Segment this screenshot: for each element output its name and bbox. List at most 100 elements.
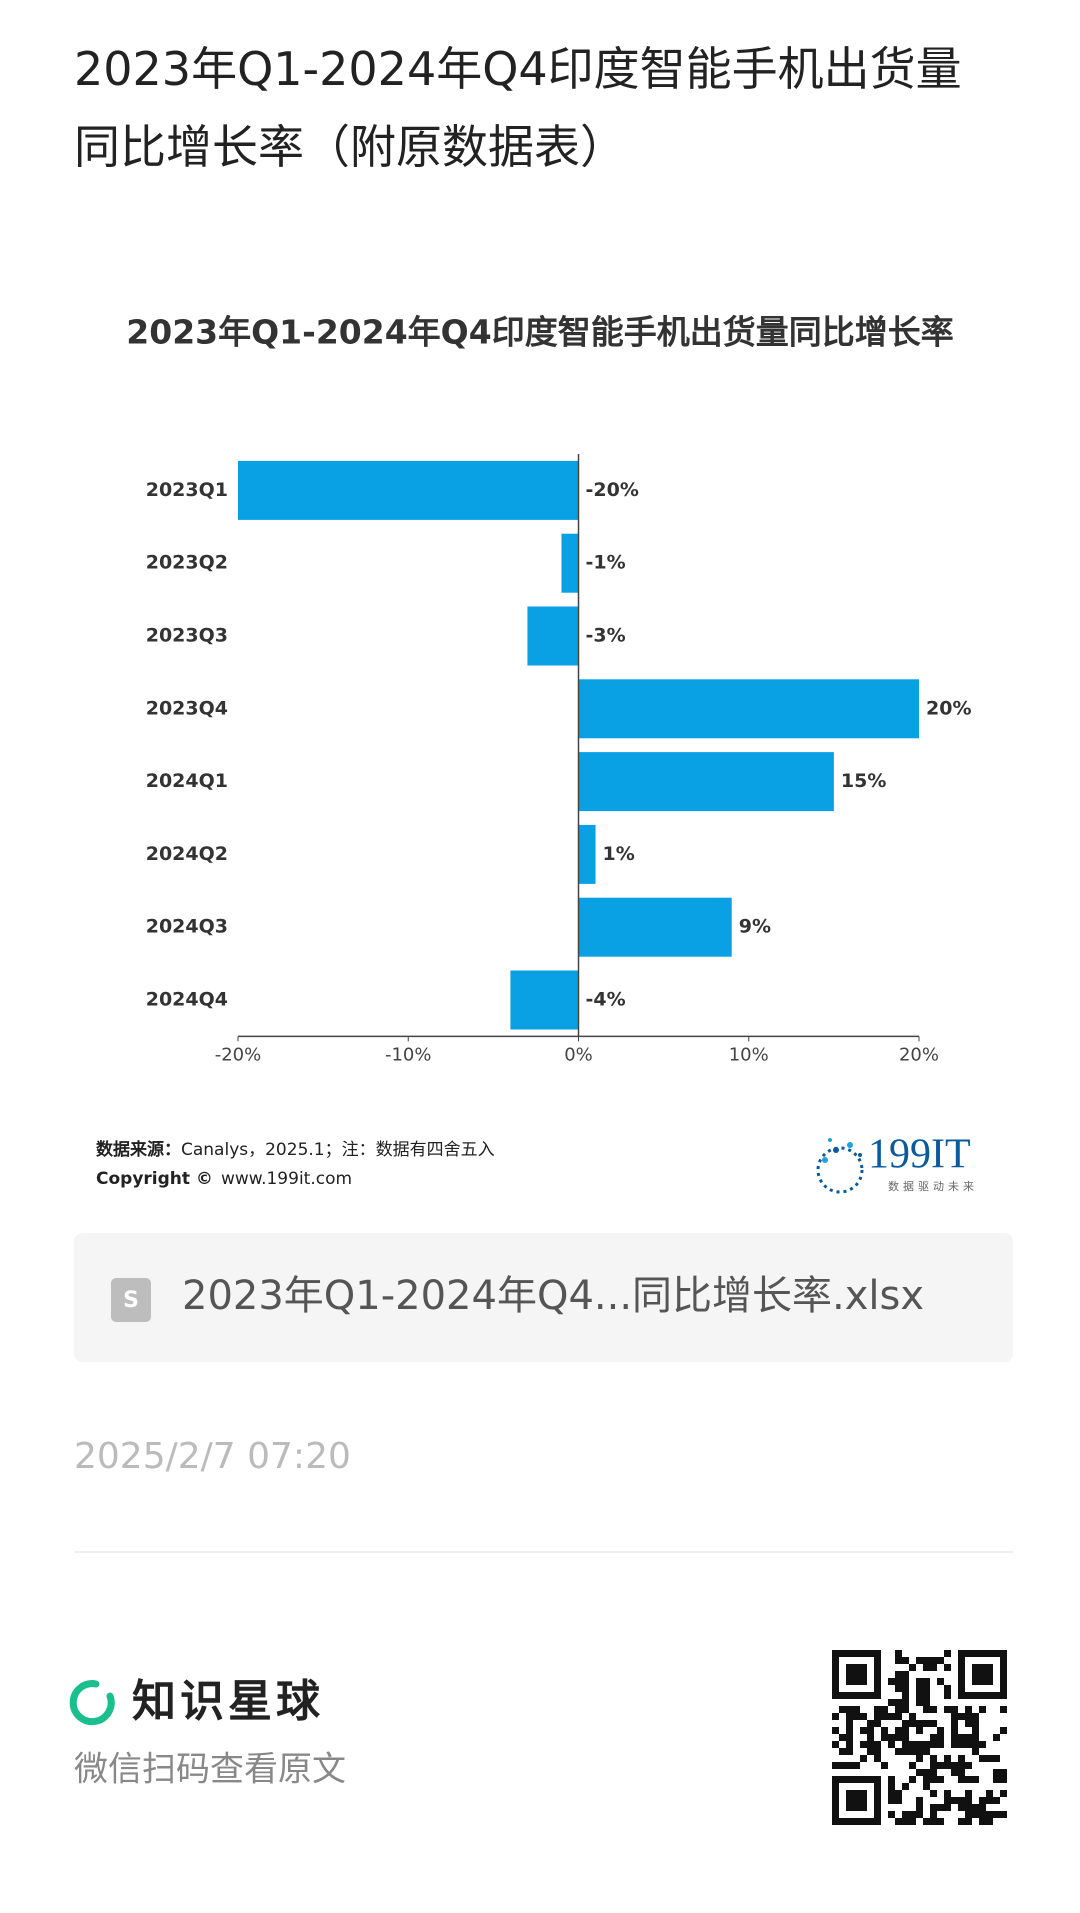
qr-module — [937, 1657, 944, 1664]
qr-module — [860, 1776, 867, 1783]
qr-module — [839, 1748, 846, 1755]
qr-module — [958, 1818, 965, 1825]
qr-module — [860, 1790, 867, 1797]
file-name[interactable]: 2023年Q1-2024年Q4...同比增长率.xlsx — [182, 1273, 924, 1319]
qr-module — [860, 1650, 867, 1657]
qr-module — [930, 1741, 937, 1748]
qr-module — [846, 1671, 853, 1678]
qr-module — [846, 1776, 853, 1783]
qr-module — [832, 1818, 839, 1825]
qr-module — [916, 1692, 923, 1699]
qr-module — [874, 1650, 881, 1657]
qr-module — [930, 1762, 937, 1769]
brand: 知识星球 — [132, 1676, 324, 1727]
qr-module — [979, 1755, 986, 1762]
value-label: -20% — [586, 479, 639, 501]
qr-module — [958, 1734, 965, 1741]
qr-module — [986, 1811, 993, 1818]
qr-module — [937, 1776, 944, 1783]
qr-module — [916, 1657, 923, 1664]
qr-module — [853, 1790, 860, 1797]
x-tick-label: 10% — [729, 1044, 769, 1065]
y-tick-label: 2024Q2 — [146, 843, 228, 865]
file-icon — [111, 1278, 151, 1322]
qr-module — [860, 1678, 867, 1685]
qr-module — [874, 1741, 881, 1748]
qr-module — [867, 1727, 874, 1734]
qr-module — [846, 1720, 853, 1727]
qr-module — [832, 1713, 839, 1720]
qr-module — [909, 1818, 916, 1825]
qr-module — [958, 1741, 965, 1748]
qr-module — [867, 1650, 874, 1657]
qr-module — [930, 1657, 937, 1664]
qr-module — [909, 1811, 916, 1818]
qr-module — [902, 1727, 909, 1734]
y-tick-label: 2023Q4 — [146, 697, 228, 719]
qr-module — [1000, 1685, 1007, 1692]
qr-module — [916, 1797, 923, 1804]
qr-module — [909, 1776, 916, 1783]
qr-module — [965, 1706, 972, 1713]
qr-module — [867, 1734, 874, 1741]
qr-module — [839, 1650, 846, 1657]
qr-module — [832, 1776, 839, 1783]
qr-module — [1000, 1671, 1007, 1678]
qr-module — [916, 1811, 923, 1818]
qr-module — [916, 1727, 923, 1734]
qr-module — [923, 1769, 930, 1776]
y-tick-label: 2023Q3 — [146, 625, 228, 647]
qr-module — [860, 1713, 867, 1720]
qr-module — [993, 1776, 1000, 1783]
qr-module — [867, 1818, 874, 1825]
qr-module — [930, 1818, 937, 1825]
file-card[interactable] — [74, 1233, 1013, 1362]
value-label: 20% — [926, 697, 971, 719]
qr-module — [846, 1727, 853, 1734]
qr-module — [832, 1811, 839, 1818]
value-label: -4% — [586, 989, 626, 1011]
qr-module — [972, 1671, 979, 1678]
qr-module — [944, 1797, 951, 1804]
qr-module — [972, 1692, 979, 1699]
qr-module — [930, 1755, 937, 1762]
qr-module — [888, 1776, 895, 1783]
qr-module — [874, 1797, 881, 1804]
qr-module — [993, 1692, 1000, 1699]
qr-module — [888, 1790, 895, 1797]
qr-module — [874, 1811, 881, 1818]
qr-module — [895, 1650, 902, 1657]
qr-module — [923, 1741, 930, 1748]
hint: 微信扫码查看原文 — [74, 1750, 346, 1790]
qr-module — [930, 1769, 937, 1776]
qr-module — [986, 1678, 993, 1685]
qr-module — [909, 1664, 916, 1671]
qr-module — [860, 1741, 867, 1748]
qr-module — [874, 1748, 881, 1755]
qr-module — [888, 1713, 895, 1720]
qr-module — [916, 1678, 923, 1685]
qr-module — [979, 1706, 986, 1713]
qr-module — [846, 1713, 853, 1720]
qr-module — [958, 1657, 965, 1664]
qr-module — [867, 1748, 874, 1755]
qr-module — [923, 1699, 930, 1706]
qr-module — [916, 1741, 923, 1748]
copyright: Copyright © www.199it.com — [96, 1169, 352, 1189]
source: 数据来源：Canalys，2025.1；注：数据有四舍五入 — [96, 1139, 495, 1160]
qr-module — [881, 1713, 888, 1720]
qr-module — [923, 1685, 930, 1692]
y-tick-label: 2024Q4 — [146, 989, 228, 1011]
qr-module — [916, 1769, 923, 1776]
qr-module — [832, 1664, 839, 1671]
qr-module — [895, 1797, 902, 1804]
value-label: 9% — [739, 916, 771, 938]
qr-module — [923, 1657, 930, 1664]
qr-module — [853, 1797, 860, 1804]
qr-module — [1000, 1811, 1007, 1818]
qr-module — [888, 1699, 895, 1706]
qr-module — [958, 1755, 965, 1762]
qr-module — [902, 1657, 909, 1664]
